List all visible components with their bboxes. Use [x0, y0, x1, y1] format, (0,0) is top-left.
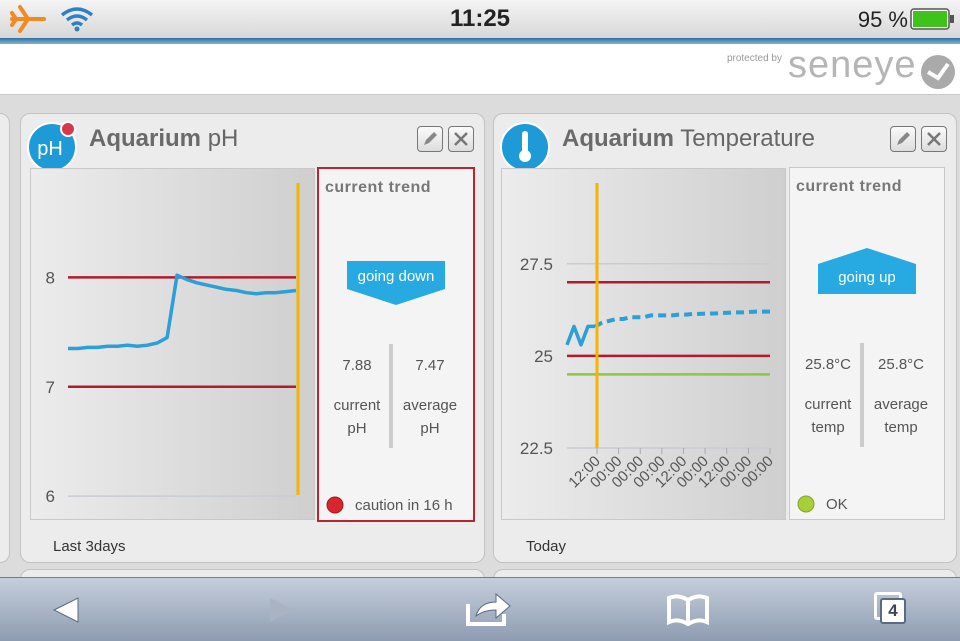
label-line: current [333, 397, 381, 414]
current-label: current temp [793, 393, 863, 439]
current-label: current pH [322, 394, 392, 440]
ph-chart: 6 7 8 [46, 183, 300, 506]
widget-title: Aquarium pH [89, 125, 238, 153]
period: Last 3days [53, 538, 126, 555]
average-label: average temp [866, 393, 936, 439]
battery-icon [910, 8, 954, 30]
status-dot [797, 495, 815, 513]
temperature-chart: 22.52527.512:0000:0000:0000:0012:0000:00… [520, 183, 777, 491]
logo-mark [921, 55, 955, 89]
status-text: caution in 16 h [355, 497, 453, 514]
airplane-icon [10, 5, 46, 33]
card-edge [0, 113, 10, 563]
back-button[interactable] [52, 596, 82, 624]
label-line: average [873, 396, 929, 413]
label-line: pH [420, 420, 440, 437]
close-button[interactable] [921, 126, 947, 152]
average-value: 25.8°C [877, 356, 925, 373]
tabs-button[interactable]: 4 [874, 592, 906, 624]
y-tick-label: 25 [534, 347, 553, 366]
title-text: pH [207, 125, 239, 152]
y-tick-label: 8 [46, 268, 55, 287]
thermometer-icon [500, 122, 550, 172]
plot-area [501, 168, 786, 520]
label-line: temp [811, 419, 845, 436]
share-button[interactable] [464, 590, 512, 628]
status-divider [0, 38, 960, 44]
period: Today [526, 538, 567, 555]
status-dot [326, 496, 344, 514]
protected-by: protected by [726, 53, 782, 64]
trend-heading: current trend [325, 179, 432, 196]
trend-panel: current trend going up 25.8°C current tem… [789, 167, 945, 520]
title-text: Temperature [680, 125, 815, 152]
ph-icon: pH [27, 121, 77, 172]
browser-toolbar: 4 [0, 577, 960, 641]
data-line [594, 309, 770, 329]
label-line: current [804, 396, 852, 413]
brand-logo: seneye [788, 44, 917, 86]
widget-title: Aquarium Temperature [562, 125, 815, 153]
tab-count: 4 [880, 598, 906, 624]
label-line: pH [347, 420, 367, 437]
y-tick-label: 6 [46, 487, 55, 506]
data-line [68, 273, 297, 351]
battery-percent: 95 % [857, 7, 908, 32]
divider [860, 343, 864, 447]
average-value: 7.47 [415, 357, 445, 374]
trend-badge: going down [347, 261, 445, 305]
title-bold: Aquarium [89, 125, 202, 152]
trend-text: going up [838, 269, 896, 286]
forward-button[interactable] [266, 596, 296, 624]
title-bold: Aquarium [562, 125, 675, 152]
average-label: average pH [395, 394, 465, 440]
current-value: 25.8°C [804, 356, 852, 373]
status-text: OK [826, 496, 848, 513]
wifi-icon [60, 7, 94, 32]
edit-button[interactable] [417, 126, 443, 152]
label-line: temp [884, 419, 918, 436]
label-line: average [402, 397, 458, 414]
trend-panel: current trend going down 7.88 current pH … [317, 167, 475, 522]
bookmarks-button[interactable] [666, 594, 710, 626]
trend-heading: current trend [796, 178, 903, 195]
y-tick-label: 22.5 [520, 439, 553, 458]
trend-text: going down [358, 268, 435, 285]
y-tick-label: 7 [46, 378, 55, 397]
icon-label: pH [37, 138, 63, 160]
current-value: 7.88 [342, 357, 372, 374]
edit-button[interactable] [890, 126, 916, 152]
plot-area [30, 168, 315, 520]
close-button[interactable] [448, 126, 474, 152]
divider [389, 344, 393, 448]
app-header: protected by seneye [0, 44, 960, 95]
status-bar: 11:25 95 % [0, 0, 960, 38]
y-tick-label: 27.5 [520, 255, 553, 274]
data-line [565, 324, 595, 347]
trend-badge: going up [818, 248, 916, 294]
clock: 11:25 [449, 5, 511, 32]
ph-card: pH Aquarium pH current trend going down … [20, 113, 485, 563]
